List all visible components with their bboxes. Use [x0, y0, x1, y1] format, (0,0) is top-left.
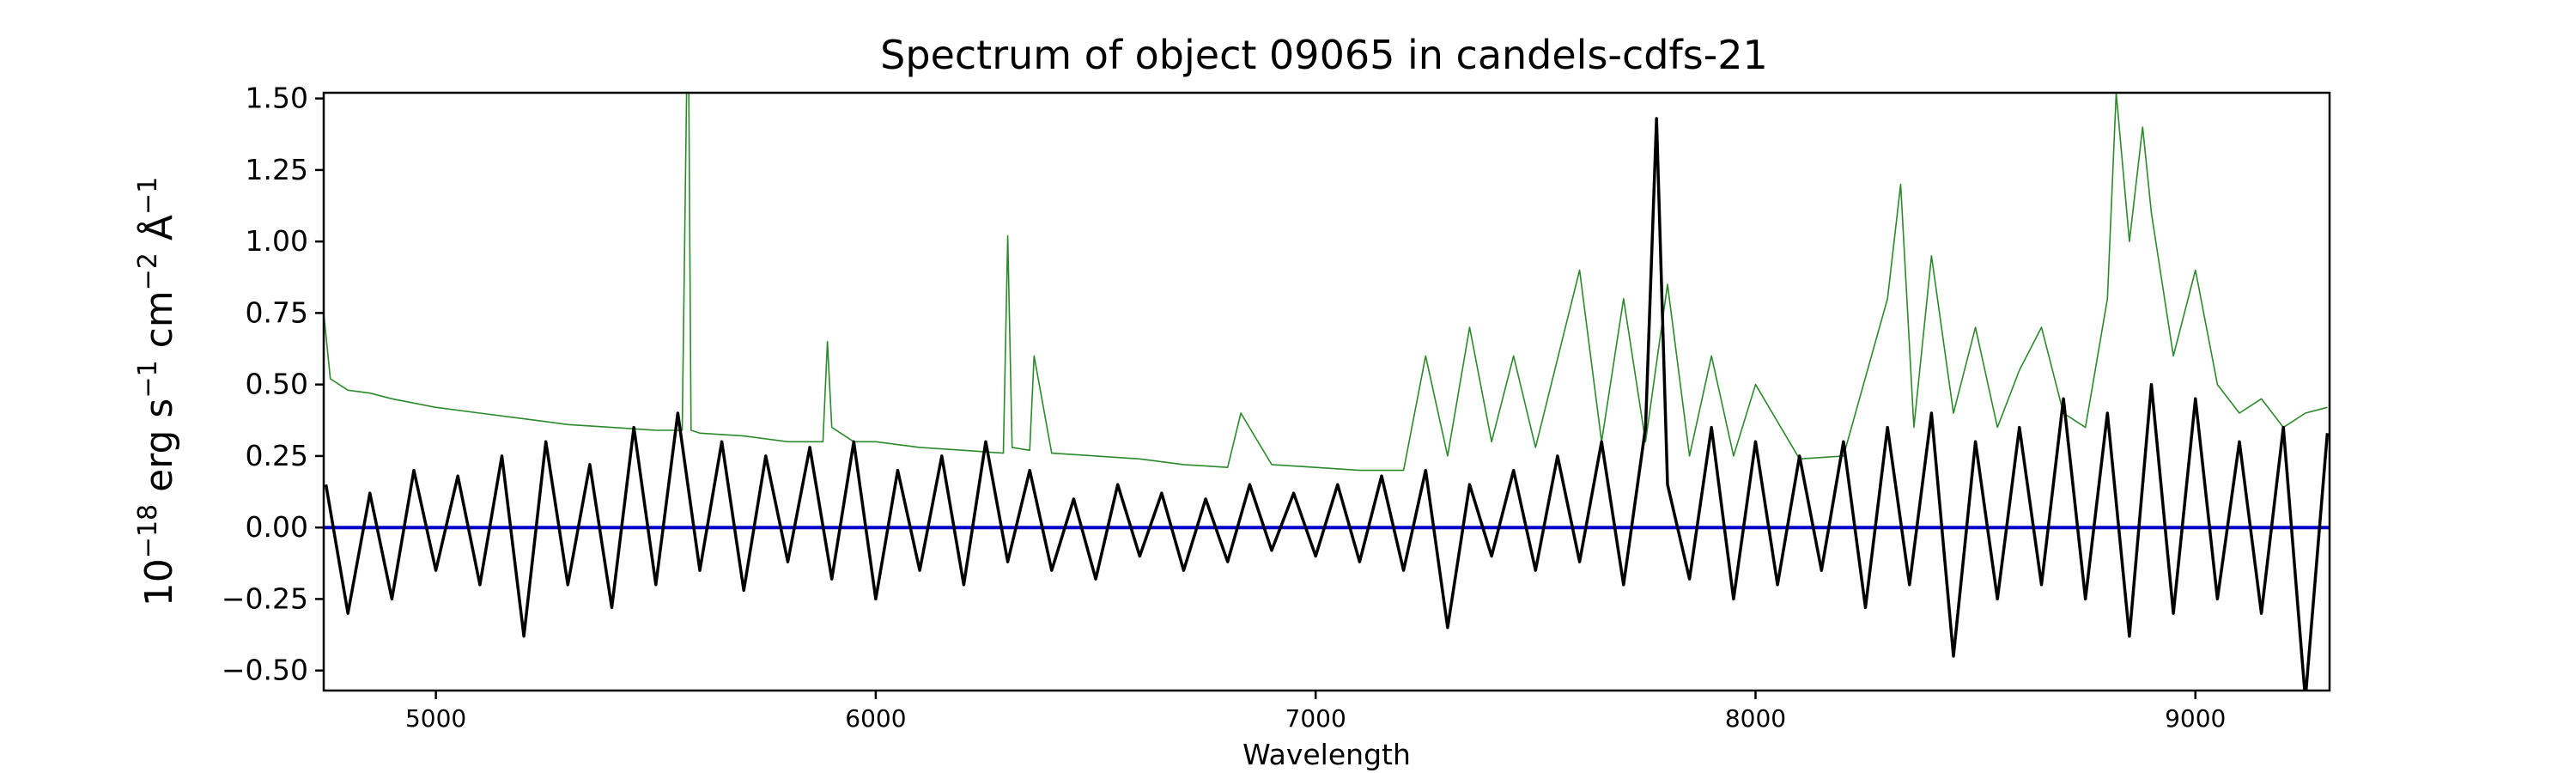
y-tick-label: 1.25: [246, 153, 308, 186]
x-tick-label: 9000: [2165, 704, 2226, 733]
y-tick-label: 0.00: [246, 510, 308, 544]
y-tick-label: −0.50: [222, 654, 308, 687]
y-tick-label: 0.50: [246, 368, 308, 401]
y-label-unit3: Å: [136, 215, 181, 253]
y-tick-label: 1.00: [246, 224, 308, 258]
x-tick-label: 6000: [845, 704, 906, 733]
plot-area: [322, 91, 2331, 692]
chart-title: Spectrum of object 09065 in candels-cdfs…: [880, 32, 1768, 78]
y-tick-label: 1.50: [246, 82, 308, 115]
y-label-base: 10: [137, 558, 181, 606]
x-tick-label: 8000: [1725, 704, 1786, 733]
plot-frame: [322, 91, 2331, 692]
y-label-unit2: cm: [137, 290, 181, 360]
y-tick-label: 0.75: [246, 295, 308, 329]
x-axis-label: Wavelength: [1242, 738, 1411, 771]
y-axis: 1.50 1.25 1.00 0.75 0.50 0.25 0.00 −0.25 −0.50: [222, 82, 324, 687]
x-axis: 5000 6000 7000 8000 9000: [405, 691, 2226, 733]
y-label-exp: −18: [133, 504, 163, 558]
series-flux-line: [324, 117, 2330, 691]
y-tick-label: 0.25: [246, 439, 308, 472]
x-tick-label: 7000: [1285, 704, 1346, 733]
y-label-unit: erg s: [137, 399, 181, 504]
x-tick-label: 5000: [405, 704, 466, 733]
y-label-exp2: −1: [133, 360, 163, 398]
y-tick-label: −0.25: [222, 581, 308, 615]
y-axis-label: 10−18 erg s−1 cm−2 Å−1: [133, 177, 181, 606]
y-label-exp3: −2: [133, 253, 163, 290]
series-error-line: [324, 93, 2328, 472]
y-label-exp4: −1: [133, 177, 163, 215]
